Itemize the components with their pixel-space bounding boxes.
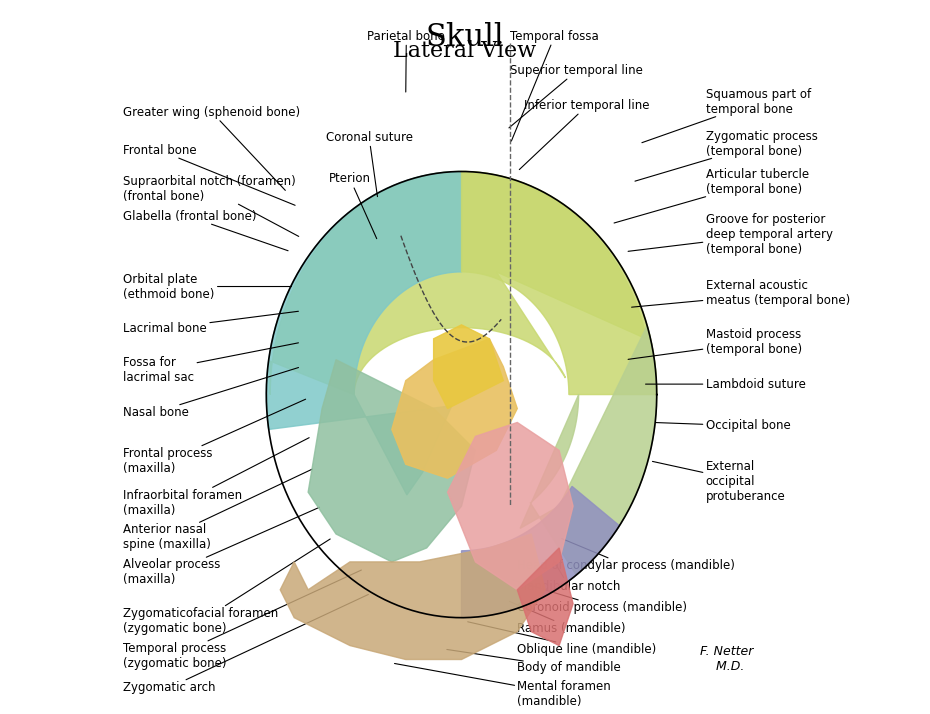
- Polygon shape: [392, 339, 517, 478]
- Text: Coronoid process (mandible): Coronoid process (mandible): [513, 580, 687, 614]
- Text: Head of condylar process (mandible): Head of condylar process (mandible): [517, 538, 735, 572]
- Text: Parietal bone: Parietal bone: [367, 29, 445, 92]
- Text: Zygomaticofacial foramen
(zygomatic bone): Zygomaticofacial foramen (zygomatic bone…: [124, 539, 330, 635]
- Text: Supraorbital notch (foramen)
(frontal bone): Supraorbital notch (foramen) (frontal bo…: [124, 175, 299, 236]
- Text: Zygomatic arch: Zygomatic arch: [124, 595, 368, 694]
- Text: Lacrimal bone: Lacrimal bone: [124, 311, 299, 335]
- Polygon shape: [308, 360, 475, 562]
- Text: Coronal suture: Coronal suture: [326, 131, 413, 196]
- Text: Nasal bone: Nasal bone: [124, 368, 299, 418]
- Text: Lambdoid suture: Lambdoid suture: [645, 378, 805, 391]
- Text: Superior temporal line: Superior temporal line: [509, 64, 644, 128]
- Text: Glabella (frontal bone): Glabella (frontal bone): [124, 211, 288, 251]
- Text: Zygomatic process
(temporal bone): Zygomatic process (temporal bone): [635, 130, 817, 181]
- Polygon shape: [447, 423, 573, 590]
- Polygon shape: [461, 171, 657, 395]
- Text: Greater wing (sphenoid bone): Greater wing (sphenoid bone): [124, 106, 300, 191]
- Polygon shape: [266, 171, 461, 495]
- Text: Frontal process
(maxilla): Frontal process (maxilla): [124, 399, 306, 475]
- Text: Alveolar process
(maxilla): Alveolar process (maxilla): [124, 507, 320, 586]
- Text: Frontal bone: Frontal bone: [124, 144, 295, 206]
- Text: Body of mandible: Body of mandible: [446, 650, 621, 674]
- Text: Anterior nasal
spine (maxilla): Anterior nasal spine (maxilla): [124, 469, 312, 551]
- Text: External
occipital
protuberance: External occipital protuberance: [653, 461, 785, 503]
- Text: Oblique line (mandible): Oblique line (mandible): [468, 622, 657, 655]
- Polygon shape: [271, 171, 646, 395]
- Text: Orbital plate
(ethmoid bone): Orbital plate (ethmoid bone): [124, 273, 291, 301]
- Polygon shape: [461, 486, 619, 618]
- Polygon shape: [433, 325, 503, 408]
- Text: Occipital bone: Occipital bone: [656, 419, 790, 433]
- Text: Mandibular notch: Mandibular notch: [517, 560, 620, 593]
- Text: Inferior temporal line: Inferior temporal line: [519, 99, 650, 170]
- Text: Mental foramen
(mandible): Mental foramen (mandible): [394, 663, 611, 708]
- Text: Temporal fossa: Temporal fossa: [511, 29, 599, 141]
- Text: Temporal process
(zygomatic bone): Temporal process (zygomatic bone): [124, 570, 362, 670]
- Text: External acoustic
meatus (temporal bone): External acoustic meatus (temporal bone): [631, 279, 850, 308]
- Polygon shape: [517, 548, 573, 645]
- Polygon shape: [520, 326, 657, 575]
- Text: Groove for posterior
deep temporal artery
(temporal bone): Groove for posterior deep temporal arter…: [628, 213, 832, 256]
- Text: Squamous part of
temporal bone: Squamous part of temporal bone: [642, 88, 811, 143]
- Polygon shape: [280, 534, 545, 660]
- Text: Articular tubercle
(temporal bone): Articular tubercle (temporal bone): [614, 168, 809, 223]
- Text: Infraorbital foramen
(maxilla): Infraorbital foramen (maxilla): [124, 438, 309, 517]
- Text: F. Netter
  M.D.: F. Netter M.D.: [699, 645, 753, 673]
- Text: Ramus (mandible): Ramus (mandible): [510, 601, 626, 635]
- Text: Fossa for
lacrimal sac: Fossa for lacrimal sac: [124, 343, 299, 384]
- Text: Lateral View: Lateral View: [393, 41, 537, 62]
- Text: Mastoid process
(temporal bone): Mastoid process (temporal bone): [628, 328, 802, 359]
- Text: Skull: Skull: [426, 21, 504, 53]
- Text: Pterion: Pterion: [329, 172, 377, 238]
